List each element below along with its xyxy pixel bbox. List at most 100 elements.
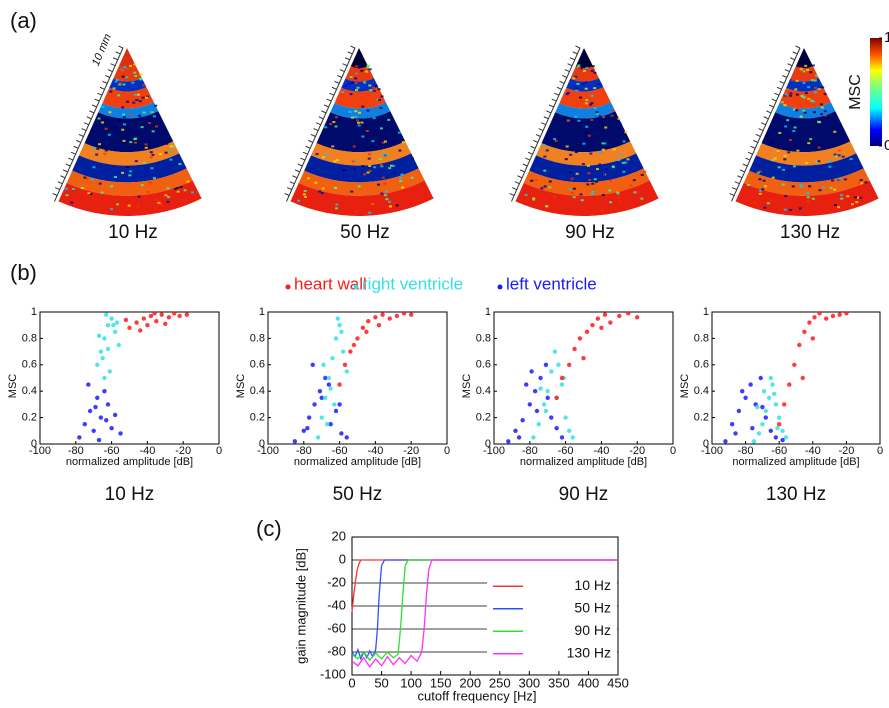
map-speckle bbox=[603, 142, 607, 145]
map-speckle bbox=[178, 162, 182, 165]
y-tick-label: 1 bbox=[485, 306, 491, 318]
map-speckle bbox=[807, 97, 811, 100]
scatter-point bbox=[154, 319, 159, 324]
scatter-point bbox=[770, 382, 775, 387]
map-speckle bbox=[570, 191, 574, 194]
map-speckle bbox=[805, 161, 809, 164]
map-speckle bbox=[604, 167, 608, 170]
map-speckle bbox=[95, 153, 99, 156]
map-speckle bbox=[363, 173, 367, 176]
map-speckle bbox=[324, 126, 328, 129]
ruler-tick bbox=[334, 80, 340, 84]
scatter-point bbox=[95, 395, 100, 400]
map-speckle bbox=[624, 161, 628, 164]
map-speckle bbox=[376, 183, 380, 186]
scatter-point bbox=[301, 428, 306, 433]
map-speckle bbox=[565, 145, 569, 148]
ruler-tick bbox=[760, 122, 766, 126]
map-speckle bbox=[791, 185, 795, 188]
map-band bbox=[298, 168, 425, 196]
scatter-point bbox=[366, 319, 371, 324]
x-tick-label: 100 bbox=[400, 675, 422, 690]
map-band bbox=[109, 78, 147, 92]
map-speckle bbox=[364, 70, 368, 73]
map-speckle bbox=[399, 180, 403, 183]
map-speckle bbox=[818, 189, 822, 192]
scatter-point bbox=[152, 311, 157, 316]
ruler-tick bbox=[540, 122, 546, 126]
map-speckle bbox=[129, 64, 133, 67]
ruler-tick bbox=[305, 145, 311, 149]
map-band bbox=[761, 111, 851, 153]
scatter-point bbox=[733, 431, 738, 436]
map-speckle bbox=[621, 161, 625, 164]
map-band bbox=[58, 180, 202, 217]
map-speckle bbox=[824, 114, 828, 117]
scatter-point bbox=[91, 428, 96, 433]
scatter-point bbox=[771, 391, 777, 397]
map-speckle bbox=[331, 145, 335, 148]
map-speckle bbox=[778, 131, 782, 134]
scatter-point bbox=[527, 402, 532, 407]
map-speckle bbox=[366, 64, 370, 67]
map-speckle bbox=[833, 188, 837, 191]
map-speckle bbox=[133, 63, 137, 66]
scatter-point bbox=[312, 402, 317, 407]
map-speckle bbox=[616, 192, 620, 195]
scatter-point bbox=[401, 311, 407, 316]
scatter-point bbox=[104, 418, 109, 423]
scatter-point bbox=[348, 349, 353, 354]
map-speckle bbox=[138, 114, 142, 117]
map-speckle bbox=[780, 101, 784, 104]
map-speckle bbox=[354, 82, 358, 85]
map-speckle bbox=[354, 115, 358, 118]
ruler-tick bbox=[575, 45, 581, 49]
map-speckle bbox=[357, 147, 361, 150]
map-band bbox=[559, 87, 611, 109]
y-tick-label: 0.4 bbox=[250, 385, 265, 397]
ruler-tick bbox=[533, 139, 539, 143]
map-speckle bbox=[356, 121, 360, 124]
map-speckle bbox=[809, 138, 813, 141]
map-speckle bbox=[379, 163, 383, 166]
map-speckle bbox=[622, 140, 626, 143]
scatter-point bbox=[844, 311, 849, 316]
map-speckle bbox=[802, 96, 806, 99]
ruler-tick bbox=[527, 151, 533, 155]
map-speckle bbox=[101, 137, 105, 140]
ruler-tick bbox=[734, 181, 740, 185]
map-speckle bbox=[590, 94, 594, 97]
scatter-point bbox=[761, 389, 767, 394]
scatter-point bbox=[807, 320, 812, 325]
x-axis-label: normalized amplitude [dB] bbox=[520, 456, 647, 468]
ruler-tick bbox=[297, 163, 303, 167]
map-speckle bbox=[334, 125, 338, 128]
map-speckle bbox=[379, 127, 383, 130]
x-tick-label: -20 bbox=[403, 445, 419, 457]
map-speckle bbox=[381, 176, 385, 179]
scatter-point bbox=[559, 375, 565, 381]
map-speckle bbox=[785, 120, 789, 123]
map-speckle bbox=[841, 155, 845, 158]
map-speckle bbox=[148, 121, 152, 124]
scatter-point bbox=[387, 316, 392, 321]
scatter-point bbox=[837, 312, 842, 317]
map-speckle bbox=[787, 151, 791, 154]
map-speckle bbox=[575, 87, 579, 90]
x-tick-label: 0 bbox=[670, 445, 676, 457]
x-axis-label: normalized amplitude [dB] bbox=[294, 456, 421, 468]
map-speckle bbox=[594, 180, 598, 183]
map-speckle bbox=[385, 190, 389, 193]
map-speckle bbox=[574, 137, 578, 140]
ruler-tick bbox=[546, 110, 552, 114]
map-speckle bbox=[134, 74, 138, 77]
scatter-point bbox=[758, 375, 763, 381]
map-speckle bbox=[142, 162, 146, 165]
scatter-point bbox=[163, 321, 168, 327]
map-speckle bbox=[575, 172, 579, 175]
scatter-point bbox=[763, 415, 768, 420]
map-speckle bbox=[365, 129, 369, 132]
map-speckle bbox=[164, 151, 168, 154]
scatter-point bbox=[105, 402, 111, 407]
map-speckle bbox=[114, 127, 118, 130]
